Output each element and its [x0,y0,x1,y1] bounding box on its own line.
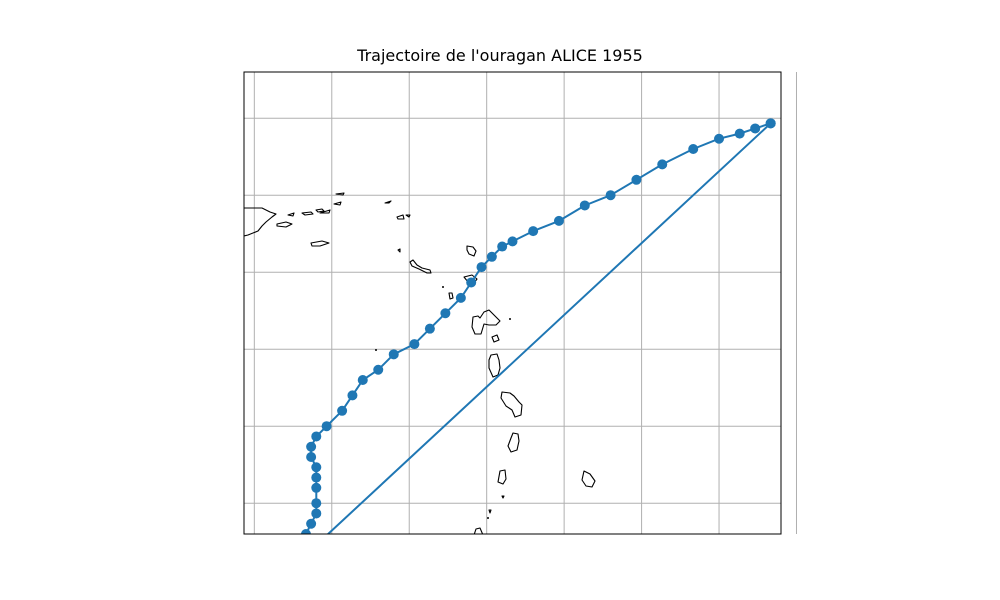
track-point [409,339,420,350]
track-point [306,441,317,452]
track-point [347,390,358,401]
guadeloupe-coast [471,309,501,335]
st-john-coast [315,208,325,213]
track-point [311,508,322,519]
track-point [476,262,487,273]
coastlines [244,192,596,534]
barbuda-coast [466,245,477,257]
track-point [440,308,451,319]
track-point [553,215,564,226]
grenadines-islet [487,517,489,519]
grenada-coast [473,527,484,534]
track-point [507,236,518,247]
track-point [657,159,668,170]
desirade-islet [509,318,511,320]
track-point [528,226,539,237]
track-point [714,133,725,144]
track-point [311,462,322,473]
bequia-coast [501,495,505,499]
track-point [311,431,322,442]
track-point [373,364,384,375]
track-point [357,375,368,385]
tortola-coast [319,209,331,214]
track-point [311,498,322,509]
track-point [300,529,311,534]
martinique-coast [500,391,523,418]
st-lucia-coast [507,432,520,453]
saba-coast [397,248,401,253]
track-line [305,122,772,534]
anguilla-coast [384,200,392,204]
st-vincent-coast [497,469,507,485]
montserrat-coast [448,292,454,300]
gridlines [244,72,797,534]
st-croix-coast [310,240,330,247]
puerto-rico-coast [244,207,277,237]
track-point [321,421,332,432]
track-point [306,518,317,529]
st-thomas-coast [301,211,314,216]
track-point [765,118,776,129]
track-point [306,452,317,462]
track-point [301,544,311,554]
track-point [311,472,322,483]
anegada-coast [335,192,345,196]
barbados-coast [581,470,596,488]
track-point [337,405,348,416]
axes-frame [243,71,782,535]
track-point [388,349,399,360]
track-point [301,550,311,560]
virgin-gorda-coast [333,201,342,206]
track-point [605,190,616,201]
track-point [631,174,642,185]
hurricane-track [300,118,776,560]
aves-islet [375,349,377,351]
track-point [301,534,311,544]
track-point [750,123,761,134]
track-point [424,323,435,334]
dominica-coast [488,353,501,378]
track-point [311,482,322,493]
st-martin-coast [396,214,405,220]
map-title: Trajectoire de l'ouragan ALICE 1955 [357,46,643,65]
culebra-coast [287,212,295,217]
marie-galante-coast [491,334,500,343]
track-point [466,277,477,288]
track-point [497,241,508,252]
track-point [486,251,497,262]
track-point [734,128,745,139]
track-point [688,144,699,154]
track-point [455,292,466,303]
track-point [579,200,590,211]
st-barth-coast [405,214,411,218]
redonda-islet [442,286,444,288]
st-kitts-coast [409,259,432,274]
vieques-coast [276,221,293,228]
carriacou-coast [488,509,492,514]
